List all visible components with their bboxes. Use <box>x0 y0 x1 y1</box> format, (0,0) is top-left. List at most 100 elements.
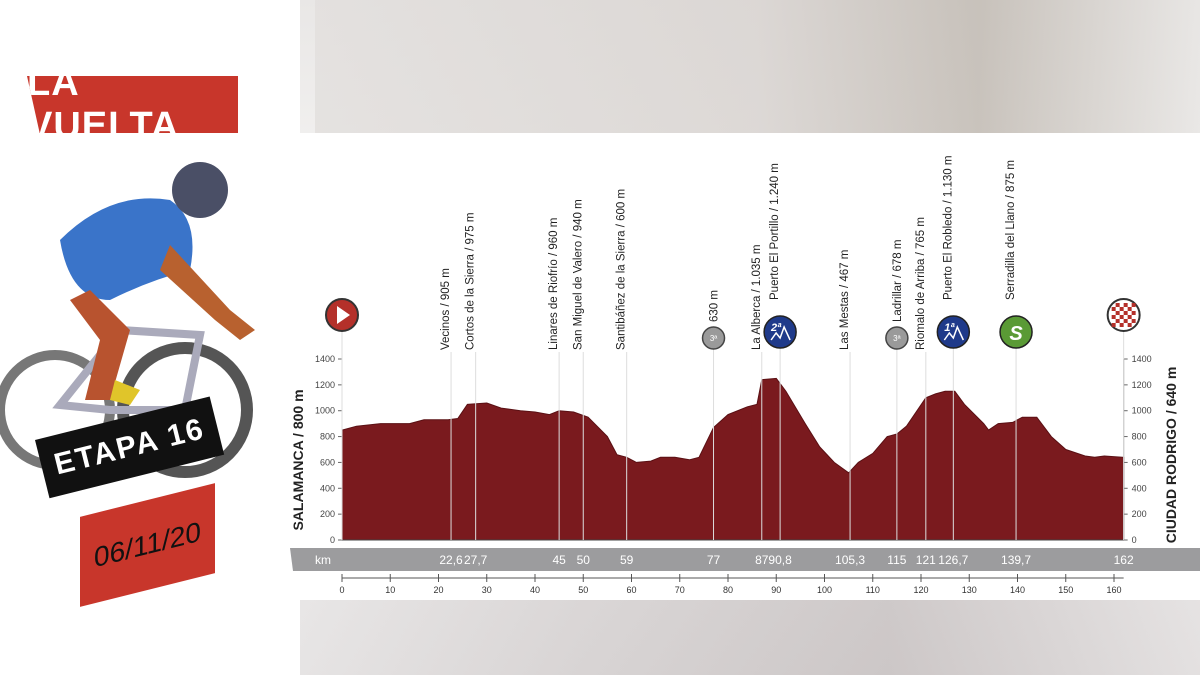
km-marker-label: 115 <box>887 553 906 567</box>
checker-square <box>1127 307 1132 311</box>
cyclist-illustration <box>0 162 255 478</box>
y-tick-label-left: 800 <box>320 432 335 442</box>
y-tick-label-right: 800 <box>1132 432 1147 442</box>
y-tick-label-left: 400 <box>320 483 335 493</box>
km-marker-label: 90,8 <box>768 553 792 567</box>
branding-panel: LA VUELTA ETAPA 16 06/11/20 <box>0 0 300 675</box>
y-tick-label-right: 400 <box>1132 483 1147 493</box>
checker-square <box>1111 323 1116 327</box>
y-tick-label-left: 0 <box>330 535 335 545</box>
km-scale-label: 10 <box>385 585 395 595</box>
mountain-icon <box>943 325 965 341</box>
km-scale-label: 160 <box>1106 585 1121 595</box>
km-marker-label: 27,7 <box>464 553 488 567</box>
km-marker-label: 50 <box>577 553 591 567</box>
waypoint-label: 630 m <box>709 290 721 322</box>
category-3-climb-mark: 3ª <box>893 334 900 343</box>
sprint-icon <box>999 315 1033 349</box>
checker-square <box>1111 315 1116 319</box>
km-marker-label: 121 <box>916 553 936 567</box>
checker-square <box>1119 307 1124 311</box>
km-marker-label: 77 <box>707 553 721 567</box>
category-1-climb-icon <box>936 315 971 349</box>
checker-square <box>1127 315 1132 319</box>
elevation-profile-area <box>341 377 1125 541</box>
checker-square <box>1131 303 1136 307</box>
km-scale-label: 60 <box>626 585 636 595</box>
km-scale-label: 80 <box>723 585 733 595</box>
checker-square <box>1131 311 1136 315</box>
y-tick-label-right: 600 <box>1132 457 1147 467</box>
checker-square <box>1119 323 1124 327</box>
background-photo-top <box>315 0 1200 133</box>
waypoint-label: Serradilla del Llano / 875 m <box>1005 160 1017 300</box>
y-tick-label-right: 200 <box>1132 509 1147 519</box>
checker-square <box>1131 319 1136 323</box>
waypoint-label: Linares de Riofrío / 960 m <box>548 218 560 350</box>
km-scale-label: 140 <box>1010 585 1025 595</box>
km-marker-label: 59 <box>620 553 634 567</box>
km-unit-label: km <box>315 553 331 567</box>
waypoint-label: La Alberca / 1.035 m <box>751 245 763 350</box>
checker-square <box>1115 319 1120 323</box>
waypoint-label: Puerto El Robledo / 1.130 m <box>942 156 954 300</box>
checker-square <box>1119 315 1124 319</box>
waypoint-label: Las Mestas / 467 m <box>839 250 851 350</box>
waypoint-label: Puerto El Portillo / 1.240 m <box>769 163 781 300</box>
sprint-icon-label: S <box>1009 323 1023 345</box>
km-marker-label: 126,7 <box>938 553 968 567</box>
y-tick-label-left: 200 <box>320 509 335 519</box>
finish-city-label: CIUDAD RODRIGO / 640 m <box>1163 367 1179 544</box>
waypoint-label: Ladrillar / 678 m <box>892 240 904 322</box>
y-tick-label-left: 1000 <box>315 406 335 416</box>
km-scale-label: 110 <box>866 585 880 595</box>
checker-square <box>1123 319 1128 323</box>
km-scale-label: 100 <box>817 585 832 595</box>
km-scale-label: 150 <box>1058 585 1073 595</box>
y-tick-label-right: 1400 <box>1132 354 1152 364</box>
play-arrow-icon <box>337 306 350 324</box>
km-band <box>290 548 1200 571</box>
checker-square <box>1123 311 1128 315</box>
km-marker-label: 139,7 <box>1001 553 1031 567</box>
km-scale-label: 130 <box>962 585 977 595</box>
km-scale-label: 90 <box>771 585 781 595</box>
y-tick-label-left: 1200 <box>315 380 335 390</box>
climb-category-label: 1ª <box>944 322 955 334</box>
checker-square <box>1123 303 1128 307</box>
km-marker-label: 87 <box>755 553 769 567</box>
km-marker-label: 105,3 <box>835 553 865 567</box>
km-scale-label: 120 <box>913 585 928 595</box>
waypoint-label: San Miguel de Valero / 940 m <box>572 199 584 350</box>
category-3-climb-icon <box>701 326 726 350</box>
waypoint-label: Riomalo de Arriba / 765 m <box>915 217 927 350</box>
checker-square <box>1111 307 1116 311</box>
km-marker-label: 22,6 <box>439 553 463 567</box>
waypoint-label: Cortos de la Sierra / 975 m <box>465 213 477 350</box>
km-scale-label: 20 <box>433 585 443 595</box>
km-scale-label: 0 <box>339 585 344 595</box>
checker-square <box>1115 303 1120 307</box>
climb-category-label: 2ª <box>770 322 782 334</box>
km-marker-label: 45 <box>552 553 566 567</box>
y-tick-label-right: 1000 <box>1132 406 1152 416</box>
checker-square <box>1115 311 1120 315</box>
checker-square <box>1127 323 1132 327</box>
km-marker-label: 162 <box>1114 553 1134 567</box>
mountain-icon <box>770 325 791 341</box>
la-vuelta-logo: LA VUELTA <box>27 76 238 133</box>
km-scale-label: 40 <box>530 585 540 595</box>
category-3-climb-icon <box>885 326 909 350</box>
waypoint-label: Vecinos / 905 m <box>440 268 452 350</box>
category-2-climb-icon <box>763 315 797 349</box>
km-scale-label: 50 <box>578 585 588 595</box>
y-tick-label-left: 1400 <box>315 354 335 364</box>
background-photo-bottom <box>160 600 1200 675</box>
y-tick-label-right: 1200 <box>1132 380 1152 390</box>
category-3-climb-mark: 3ª <box>710 334 717 343</box>
km-scale-label: 70 <box>675 585 685 595</box>
y-tick-label-left: 600 <box>320 457 335 467</box>
y-tick-label-right: 0 <box>1132 535 1137 545</box>
start-city-label: SALAMANCA / 800 m <box>290 389 306 530</box>
